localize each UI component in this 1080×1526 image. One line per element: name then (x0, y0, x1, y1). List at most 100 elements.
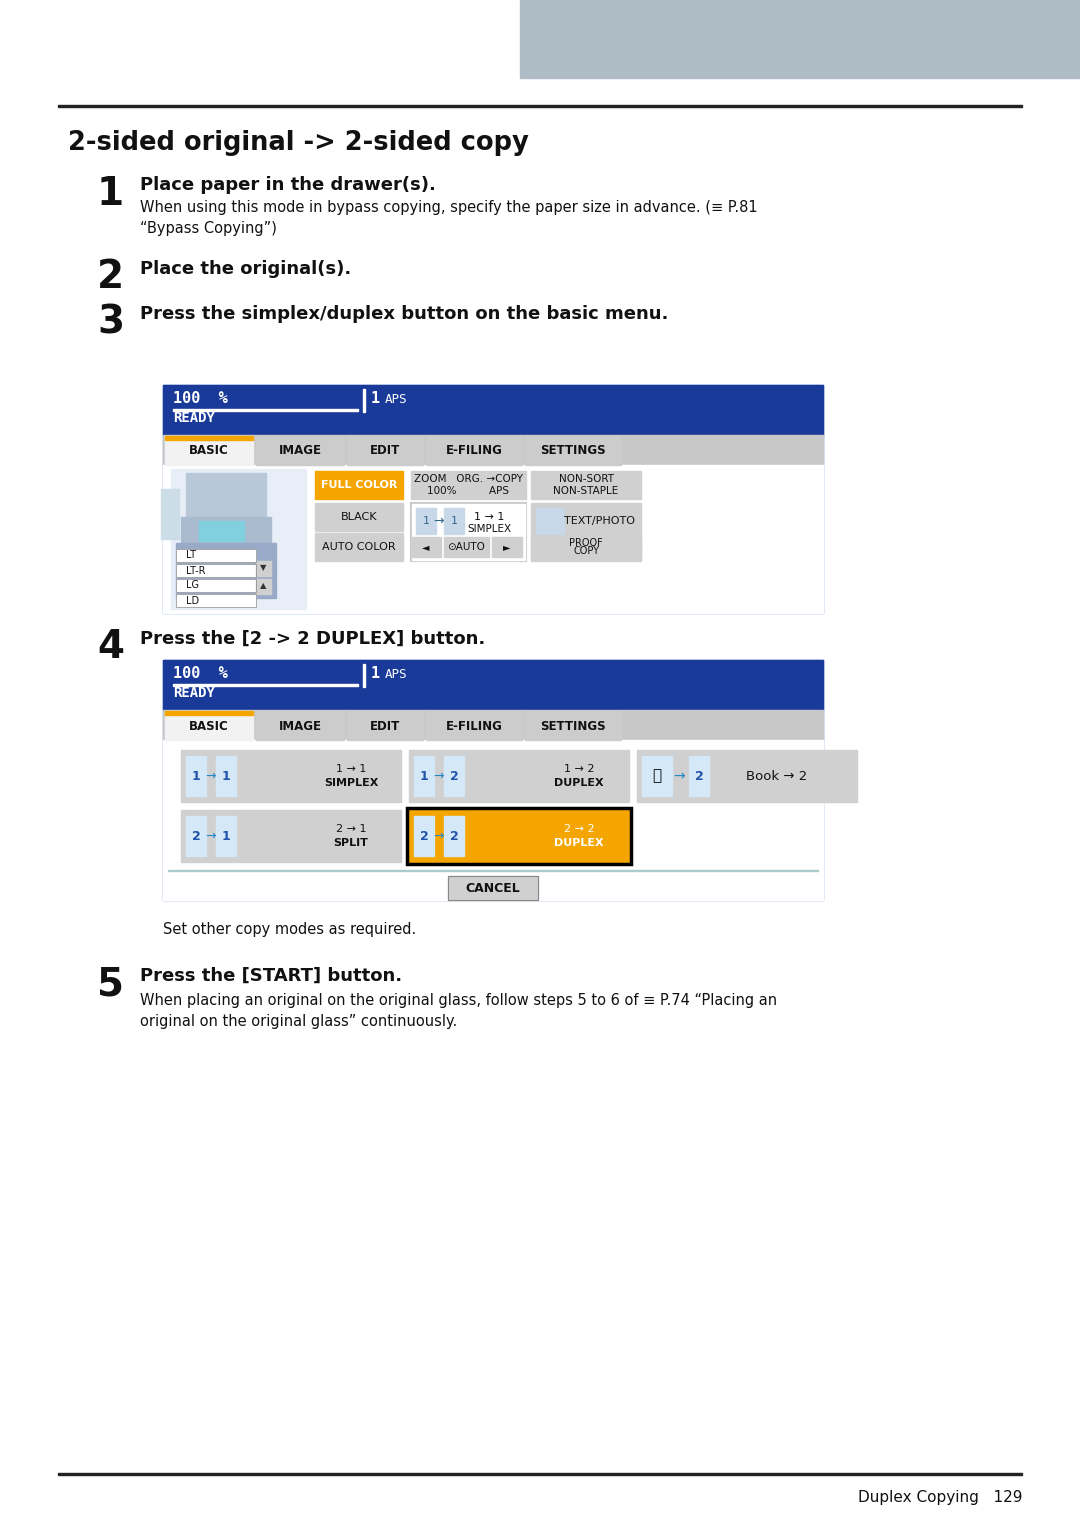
Text: 2: 2 (449, 830, 458, 842)
Text: LT-R: LT-R (186, 566, 205, 575)
Text: 1: 1 (372, 391, 380, 406)
Text: Press the simplex/duplex button on the basic menu.: Press the simplex/duplex button on the b… (140, 305, 669, 324)
Text: 1: 1 (372, 665, 380, 681)
Text: ZOOM   ORG. →COPY: ZOOM ORG. →COPY (414, 475, 523, 484)
Text: Book → 2: Book → 2 (746, 769, 808, 783)
Text: 2: 2 (191, 830, 201, 842)
Bar (492, 537, 522, 557)
Bar (531, 504, 642, 562)
Text: LT: LT (186, 551, 195, 560)
Text: BASIC: BASIC (189, 444, 229, 458)
Bar (256, 436, 345, 465)
Bar (347, 711, 423, 740)
Bar (161, 488, 179, 539)
Text: 📖: 📖 (652, 769, 662, 783)
Text: When using this mode in bypass copying, specify the paper size in advance. (≡ P.: When using this mode in bypass copying, … (140, 200, 758, 237)
Text: Place the original(s).: Place the original(s). (140, 259, 351, 278)
Bar (165, 711, 253, 716)
Text: →: → (434, 514, 444, 528)
Text: 100%          APS: 100% APS (427, 485, 509, 496)
Bar (426, 436, 522, 465)
Bar (165, 436, 253, 465)
Bar (256, 562, 271, 575)
Text: ⊙AUTO: ⊙AUTO (447, 542, 485, 552)
Text: 2 → 1: 2 → 1 (336, 824, 366, 835)
Bar (256, 711, 345, 740)
Bar (531, 472, 642, 499)
Text: PROOF: PROOF (569, 539, 603, 548)
Bar (216, 816, 237, 856)
Bar (689, 755, 708, 797)
Text: 2: 2 (420, 830, 429, 842)
Bar (531, 537, 642, 557)
Bar (176, 565, 256, 577)
Bar (315, 504, 403, 531)
Bar (536, 508, 564, 534)
Bar (165, 436, 253, 439)
Bar (163, 740, 823, 900)
Text: DUPLEX: DUPLEX (554, 838, 604, 848)
Bar (176, 549, 256, 562)
Text: APS: APS (384, 668, 407, 681)
Text: EDIT: EDIT (369, 444, 400, 458)
Text: Set other copy modes as required.: Set other copy modes as required. (163, 922, 416, 937)
Bar (176, 578, 256, 592)
Text: LG: LG (186, 580, 199, 591)
Bar (181, 749, 401, 803)
Bar (58, 105, 1022, 107)
Text: 5: 5 (97, 964, 124, 1003)
Text: TEXT/PHOTO: TEXT/PHOTO (564, 516, 635, 526)
Bar (163, 385, 823, 435)
Bar (525, 436, 621, 465)
Text: AUTO COLOR: AUTO COLOR (322, 542, 395, 552)
Text: 1: 1 (221, 830, 230, 842)
Bar (186, 816, 206, 856)
Bar (363, 664, 365, 687)
Bar (642, 755, 672, 797)
Text: READY: READY (173, 410, 215, 426)
Text: →: → (206, 769, 216, 783)
Text: SPLIT: SPLIT (334, 838, 368, 848)
Text: LD: LD (186, 595, 199, 606)
Bar (163, 465, 823, 613)
Text: E-FILING: E-FILING (446, 719, 502, 732)
Bar (444, 755, 464, 797)
Bar (176, 543, 276, 598)
Bar (363, 389, 365, 412)
Text: 100  %: 100 % (173, 391, 228, 406)
Text: EDIT: EDIT (369, 719, 400, 732)
Text: NON-SORT: NON-SORT (558, 475, 613, 484)
Text: 1 → 1: 1 → 1 (336, 765, 366, 774)
Bar (176, 594, 256, 607)
Text: BASIC: BASIC (189, 719, 229, 732)
Text: READY: READY (173, 687, 215, 700)
Bar (519, 0, 1080, 78)
Bar (426, 711, 522, 740)
Text: →: → (673, 769, 685, 783)
Text: 2: 2 (694, 769, 703, 783)
Text: Press the [START] button.: Press the [START] button. (140, 967, 402, 984)
Text: Place paper in the drawer(s).: Place paper in the drawer(s). (140, 175, 436, 194)
Text: 1: 1 (221, 769, 230, 783)
Bar (409, 810, 629, 862)
Text: NON-STAPLE: NON-STAPLE (553, 485, 619, 496)
Bar (186, 473, 266, 517)
Bar (256, 578, 271, 594)
Text: IMAGE: IMAGE (279, 719, 322, 732)
Text: IMAGE: IMAGE (279, 444, 322, 458)
Bar (58, 1473, 1022, 1476)
Text: SIMPLEX: SIMPLEX (324, 778, 378, 787)
Bar (176, 549, 256, 562)
Text: →: → (206, 830, 216, 842)
Bar (315, 472, 403, 499)
Bar (448, 876, 538, 900)
Text: 2 → 2: 2 → 2 (564, 824, 594, 835)
Bar (163, 385, 823, 613)
Text: 3: 3 (97, 304, 124, 340)
Bar (444, 816, 464, 856)
Bar (411, 504, 526, 562)
Bar (411, 504, 525, 560)
Text: 1: 1 (450, 516, 458, 526)
Text: 1 → 2: 1 → 2 (564, 765, 594, 774)
Text: Press the [2 -> 2 DUPLEX] button.: Press the [2 -> 2 DUPLEX] button. (140, 630, 485, 649)
